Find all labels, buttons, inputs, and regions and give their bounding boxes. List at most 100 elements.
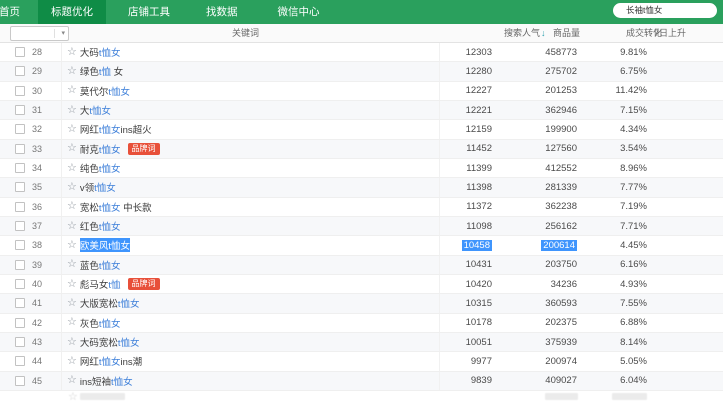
keyword-link[interactable]: 彪马女t恤 — [80, 277, 121, 291]
rise-cell-empty — [655, 120, 723, 138]
row-number: 36 — [32, 201, 43, 212]
star-icon[interactable]: ☆ — [67, 316, 77, 329]
rise-cell-empty — [655, 314, 723, 332]
row-checkbox[interactable] — [15, 201, 25, 212]
keyword-link[interactable]: 大码宽松t恤女 — [80, 335, 140, 349]
row-checkbox[interactable] — [15, 317, 25, 328]
star-icon[interactable]: ☆ — [67, 200, 77, 213]
keyword-link[interactable]: 宽松t恤女 中长款 — [80, 200, 152, 214]
keyword-link[interactable]: 网红t恤女ins超火 — [80, 122, 152, 136]
product-count-value: 362946 — [545, 104, 577, 116]
star-icon[interactable]: ☆ — [67, 335, 77, 348]
row-number: 43 — [32, 337, 43, 348]
keyword-link[interactable]: 蓝色t恤女 — [80, 258, 121, 272]
col-header-search-popularity[interactable]: 搜索人气↓ — [504, 24, 546, 42]
keyword-suffix: ins潮 — [120, 357, 143, 369]
conversion-value: 11.42% — [615, 85, 647, 97]
row-checkbox[interactable] — [15, 337, 25, 348]
col-header-search-popularity-label: 搜索人气 — [504, 28, 541, 38]
filter-dropdown[interactable]: ▾ — [10, 26, 69, 41]
conversion-value: 7.71% — [620, 220, 647, 232]
row-checkbox[interactable] — [15, 143, 25, 154]
star-icon[interactable]: ☆ — [67, 122, 77, 135]
nav-item-wechat-center[interactable]: 微信中心 — [277, 6, 320, 18]
star-icon[interactable]: ☆ — [67, 161, 77, 174]
row-checkbox[interactable] — [15, 66, 25, 77]
star-icon[interactable]: ☆ — [67, 64, 77, 77]
star-icon[interactable]: ☆ — [67, 277, 77, 290]
keyword-link[interactable]: 大版宽松t恤女 — [80, 296, 140, 310]
keyword-match: t恤女 — [111, 376, 133, 388]
sort-desc-icon[interactable]: ↓ — [541, 28, 546, 38]
product-count-value: 202375 — [545, 317, 577, 329]
row-checkbox[interactable] — [15, 375, 25, 386]
star-icon[interactable]: ☆ — [67, 238, 77, 251]
nav-item-find-data[interactable]: 找数据 — [206, 6, 238, 18]
keyword-link[interactable]: 大码t恤女 — [80, 45, 121, 59]
row-checkbox[interactable] — [15, 356, 25, 367]
conversion-value: 4.34% — [620, 123, 647, 135]
star-icon[interactable]: ☆ — [67, 180, 77, 193]
row-checkbox[interactable] — [15, 279, 25, 290]
row-checkbox[interactable] — [15, 85, 25, 96]
search-popularity-value: 11399 — [466, 162, 492, 174]
row-checkbox[interactable] — [15, 124, 25, 135]
rise-cell-empty — [655, 82, 723, 100]
table-body: 28 ☆ 大码t恤女 12303 458773 9.81% 29 ☆ 绿色t恤 … — [0, 43, 723, 391]
keyword-link[interactable]: 红色t恤女 — [80, 219, 121, 233]
product-count-value: 201253 — [545, 85, 577, 97]
product-count-value: 200614 — [541, 239, 577, 251]
keyword-link[interactable]: 网红t恤女ins潮 — [80, 354, 142, 368]
col-header-keyword: 关键词 — [232, 28, 260, 38]
keyword-link[interactable]: v领t恤女 — [80, 180, 116, 194]
keyword-link[interactable]: 大t恤女 — [80, 103, 111, 117]
row-checkbox[interactable] — [15, 221, 25, 232]
keyword-link[interactable]: 耐克t恤女 — [80, 142, 121, 156]
keyword-prefix: 网红 — [79, 125, 99, 137]
conversion-value: 7.77% — [620, 181, 647, 193]
keyword-match: t恤女 — [98, 164, 121, 176]
table-header: ▾ 关键词 搜索人气↓ 商品量 成交转化 7日上升 — [0, 24, 723, 43]
col-header-product-count[interactable]: 商品量 — [553, 28, 581, 38]
star-icon[interactable]: ☆ — [67, 374, 77, 387]
row-checkbox[interactable] — [15, 47, 25, 58]
row-checkbox[interactable] — [15, 298, 25, 309]
row-checkbox[interactable] — [15, 163, 25, 174]
keyword-prefix: 大 — [79, 106, 90, 118]
star-icon[interactable]: ☆ — [67, 142, 77, 155]
star-icon[interactable]: ☆ — [67, 258, 77, 271]
star-icon[interactable]: ☆ — [67, 84, 77, 97]
search-popularity-value: 11372 — [466, 201, 492, 213]
star-icon[interactable]: ☆ — [67, 45, 77, 58]
row-checkbox[interactable] — [15, 240, 25, 251]
row-checkbox[interactable] — [15, 105, 25, 116]
nav-item-shop-tools[interactable]: 店铺工具 — [128, 6, 170, 18]
row-number: 35 — [32, 182, 43, 193]
product-count-value: 34236 — [550, 278, 577, 290]
star-icon[interactable]: ☆ — [67, 219, 77, 232]
keyword-link[interactable]: 灰色t恤女 — [80, 316, 121, 330]
star-icon[interactable]: ☆ — [67, 354, 77, 367]
row-checkbox[interactable] — [15, 182, 25, 193]
keyword-link[interactable]: 纯色t恤女 — [80, 161, 121, 175]
nav-item-home[interactable]: 首页 — [0, 6, 20, 18]
conversion-value: 5.05% — [620, 355, 647, 367]
keyword-link[interactable]: 欧美风t恤女 — [79, 238, 131, 253]
col-header-7day-rise[interactable]: 7日上升 — [654, 28, 687, 38]
search-input[interactable]: 长袖t恤女 — [613, 3, 717, 18]
nav-item-title-optimization[interactable]: 标题优化 — [38, 0, 106, 24]
table-row: 28 ☆ 大码t恤女 12303 458773 9.81% — [0, 43, 723, 63]
keyword-link[interactable]: ins短袖t恤女 — [80, 374, 133, 388]
keyword-link[interactable]: 莫代尔t恤女 — [80, 84, 130, 98]
rise-cell-empty — [655, 217, 723, 235]
search-popularity-value: 12280 — [465, 65, 492, 77]
keyword-link[interactable]: 绿色t恤 女 — [80, 64, 123, 78]
search-popularity-value: 12221 — [465, 104, 492, 116]
product-count-value: 127560 — [545, 143, 577, 155]
star-icon[interactable]: ☆ — [67, 103, 77, 116]
col-header-conversion[interactable]: 成交转化 — [626, 28, 663, 38]
star-icon[interactable]: ☆ — [67, 296, 77, 309]
row-checkbox[interactable] — [15, 259, 25, 270]
keyword-match: t恤 — [108, 280, 121, 292]
conversion-value: 6.16% — [620, 259, 647, 271]
